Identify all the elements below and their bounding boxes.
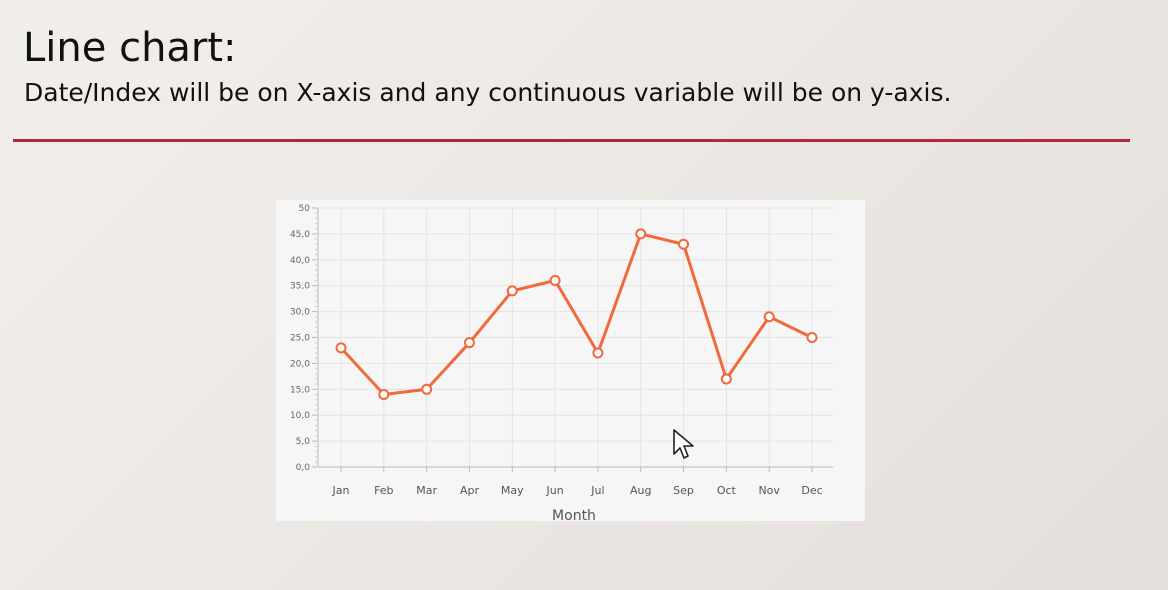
data-point <box>506 285 518 297</box>
slide-subtitle: Date/Index will be on X-axis and any con… <box>24 78 952 107</box>
title-divider <box>13 139 1130 142</box>
y-tick-label: 40,0 <box>290 256 310 266</box>
data-point <box>592 347 604 359</box>
data-point <box>763 311 775 323</box>
data-point <box>463 337 475 349</box>
y-tick-label: 15,0 <box>290 385 310 395</box>
x-tick-label: Feb <box>374 484 393 497</box>
y-tick-label: 5,0 <box>296 437 311 447</box>
y-tick-label: 45,0 <box>290 230 310 240</box>
x-tick-label: Apr <box>460 484 480 497</box>
grid-layer <box>318 207 833 468</box>
axis-layer: 0,0 5,0 10,0 15,0 20,0 25,0 30,0 35,0 40,0 45,0 50… <box>290 204 833 497</box>
x-tick-label: Sep <box>673 484 694 497</box>
y-tick-label: 50 <box>299 204 311 214</box>
x-tick-label: Jun <box>545 484 563 497</box>
x-tick-label: Nov <box>758 484 780 497</box>
series-line <box>339 232 813 396</box>
mouse-cursor-icon <box>673 429 694 459</box>
data-point <box>421 383 433 395</box>
data-point <box>335 342 347 354</box>
x-tick-label: Dec <box>801 484 822 497</box>
y-tick-label: 0,0 <box>296 463 311 473</box>
x-tick-label: Mar <box>416 484 437 497</box>
data-point <box>549 275 561 287</box>
x-tick-label: May <box>501 484 524 497</box>
chart-svg: 0,0 5,0 10,0 15,0 20,0 25,0 30,0 35,0 40,0 45,0 50… <box>290 204 833 521</box>
y-tick-label: 20,0 <box>290 359 310 369</box>
y-tick-label: 30,0 <box>290 308 310 318</box>
y-tick-label: 25,0 <box>290 334 310 344</box>
data-point <box>635 228 647 240</box>
x-tick-label: Oct <box>717 484 737 497</box>
y-tick-label: 35,0 <box>290 282 310 292</box>
series-layer <box>335 228 818 400</box>
data-point <box>806 332 818 343</box>
line-chart: 0,0 5,0 10,0 15,0 20,0 25,0 30,0 35,0 40,0 45,0 50… <box>276 200 865 521</box>
x-tick-label: Jul <box>590 484 604 497</box>
x-axis-title: Month <box>552 508 596 521</box>
y-tick-label: 10,0 <box>290 411 310 421</box>
data-point <box>378 388 390 400</box>
data-point <box>720 373 732 385</box>
x-tick-label: Aug <box>630 484 651 497</box>
slide-title: Line chart: <box>23 25 237 71</box>
x-tick-label: Jan <box>332 484 350 497</box>
data-point <box>678 238 690 250</box>
